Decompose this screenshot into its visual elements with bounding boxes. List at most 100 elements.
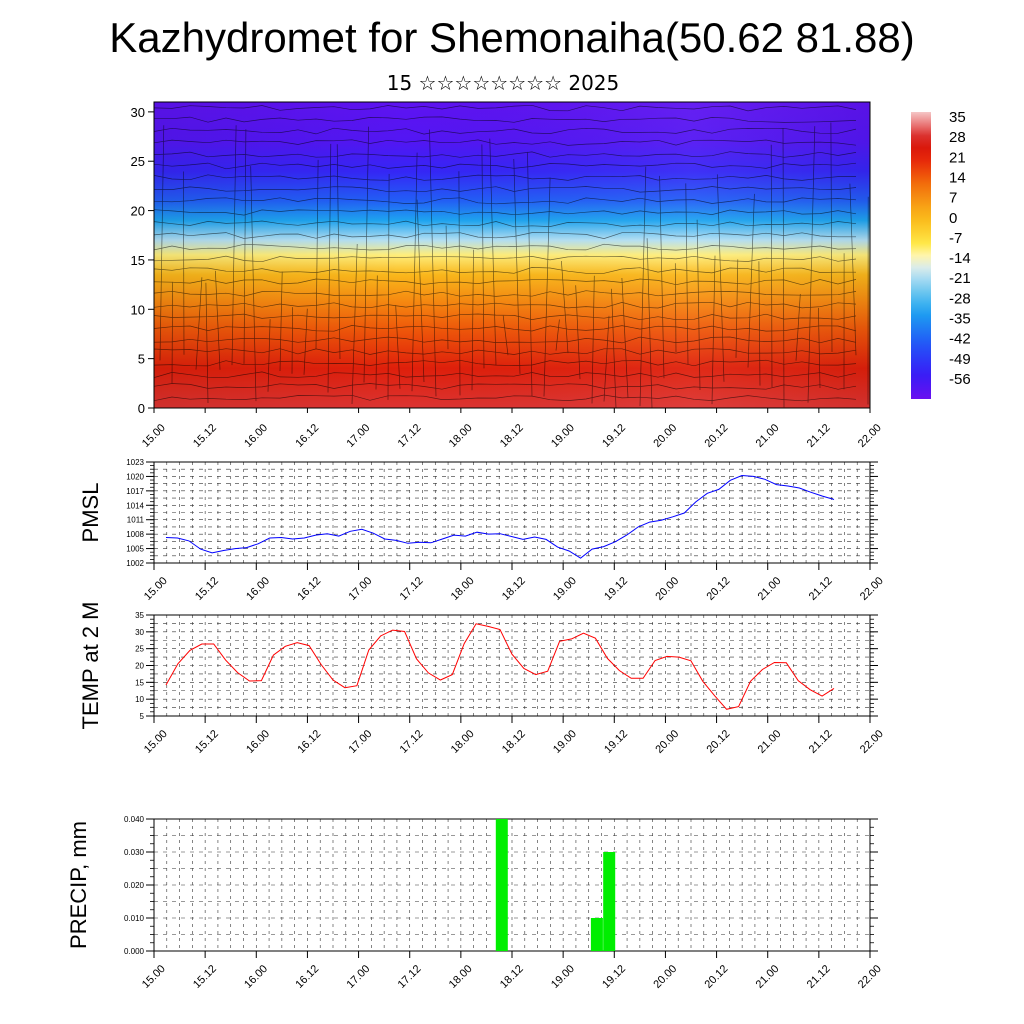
colorbar-label: -56 (949, 371, 971, 388)
wind-staff (502, 315, 509, 356)
ytick-label: 1017 (126, 487, 144, 496)
wind-line (154, 139, 857, 146)
colorbar-label: 21 (949, 149, 966, 166)
xtick-label: 18.00 (447, 963, 475, 991)
wind-staff (231, 125, 237, 366)
wind-staff (603, 315, 610, 402)
wind-staff (267, 319, 271, 392)
precip-bar (495, 819, 508, 951)
colorbar-label: -42 (949, 331, 971, 348)
ytick-label: 1008 (126, 530, 144, 539)
wind-staff (195, 277, 203, 370)
xtick-label: 15.00 (142, 728, 170, 756)
profile-xtick-label: 16.00 (242, 422, 270, 450)
wind-line (154, 197, 857, 205)
profile-shading (154, 102, 870, 408)
wind-staff (659, 175, 665, 379)
wind-line (154, 162, 857, 170)
xtick-label: 20.00 (653, 575, 681, 603)
profile-xtick-label: 17.00 (344, 422, 372, 450)
series-line (165, 474, 835, 559)
xtick-label: 17.12 (396, 963, 424, 991)
wind-staff (747, 193, 755, 368)
wind-staff (561, 260, 569, 354)
wind-line (154, 220, 857, 228)
ytick-label: 1002 (126, 559, 144, 568)
wind-staff (171, 281, 173, 384)
wind-staff (716, 174, 725, 382)
wind-staff (387, 173, 390, 400)
series-line (165, 623, 835, 710)
profile-xtick-label: 15.12 (191, 422, 219, 450)
xtick-label: 20.00 (653, 728, 681, 756)
wind-staff (711, 255, 716, 405)
profile-xtick-label: 16.12 (293, 422, 321, 450)
wind-line (154, 371, 857, 379)
ytick-label: 1005 (126, 545, 144, 554)
wind-line (154, 278, 857, 286)
wind-staff (429, 129, 437, 397)
wind-line (154, 127, 857, 135)
wind-staff (575, 285, 581, 380)
xtick-label: 20.00 (651, 963, 679, 991)
colorbar-label: 35 (949, 109, 966, 126)
xtick-label: 16.12 (293, 963, 321, 991)
profile-ytick-label: 25 (131, 154, 145, 169)
wind-line (154, 116, 857, 123)
wind-line (154, 290, 857, 297)
wind-line (154, 243, 857, 251)
wind-staff (639, 166, 647, 407)
y-axis-title: PRECIP, mm (66, 821, 91, 949)
xtick-label: 16.00 (244, 728, 272, 756)
xtick-label: 19.12 (602, 575, 630, 603)
profile-xtick-label: 21.12 (805, 422, 833, 450)
precip-panel: 0.000 0.010 0.020 0.030 0.040 15.00 15.12 16.00… (66, 815, 884, 991)
wind-staff (291, 307, 293, 374)
wind-staff (818, 307, 821, 389)
ytick-label: 0.030 (124, 848, 145, 857)
xtick-label: 21.00 (756, 728, 784, 756)
wind-staff (243, 129, 247, 364)
xtick-label: 21.00 (756, 575, 784, 603)
wind-staff (458, 171, 461, 396)
wind-staff (685, 183, 689, 365)
ytick-label: 20 (135, 662, 144, 671)
xtick-label: 21.12 (807, 575, 835, 603)
colorbar-label: -49 (949, 351, 971, 368)
xtick-label: 16.00 (244, 575, 272, 603)
wind-line (154, 209, 857, 216)
wind-line (154, 255, 857, 263)
xtick-label: 22.00 (858, 728, 886, 756)
y-axis-title: TEMP at 2 M (78, 602, 103, 730)
xtick-label: 15.00 (140, 963, 168, 991)
xtick-label: 15.00 (142, 575, 170, 603)
wind-line (154, 232, 856, 239)
wind-staff (481, 144, 485, 369)
wind-staff (375, 275, 378, 390)
colorbar-label: 28 (949, 129, 966, 146)
xtick-label: 21.12 (807, 728, 835, 756)
wind-staff (591, 275, 595, 404)
wind-staff (303, 308, 308, 375)
xtick-label: 22.00 (856, 963, 884, 991)
wind-line (154, 267, 856, 274)
profile-xtick-label: 22.00 (856, 422, 884, 450)
wind-line (154, 151, 857, 158)
wind-staff (611, 288, 617, 408)
wind-staff (621, 277, 629, 398)
ytick-label: 30 (135, 628, 144, 637)
wind-staff (416, 199, 425, 383)
xtick-label: 17.00 (346, 575, 374, 603)
wind-staff (183, 171, 185, 355)
wind-staff (782, 127, 785, 408)
ytick-label: 1020 (126, 472, 144, 481)
wind-staff (205, 282, 209, 404)
profile-xtick-label: 18.12 (498, 422, 526, 450)
wind-line (154, 325, 857, 332)
wind-staff (351, 243, 358, 405)
wind-staff (513, 158, 521, 374)
colorbar-label: 14 (949, 169, 966, 186)
colorbar-label: -21 (949, 270, 971, 287)
precip-bar (590, 918, 603, 951)
